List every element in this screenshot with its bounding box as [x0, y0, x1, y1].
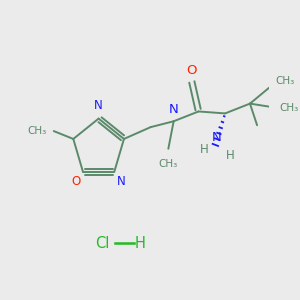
Text: N: N: [117, 175, 126, 188]
Text: N: N: [169, 103, 178, 116]
Text: H: H: [226, 149, 235, 162]
Text: CH₃: CH₃: [159, 159, 178, 169]
Text: CH₃: CH₃: [276, 76, 295, 86]
Text: N: N: [94, 99, 103, 112]
Text: CH₃: CH₃: [27, 126, 47, 136]
Text: H: H: [135, 236, 146, 251]
Text: O: O: [71, 175, 80, 188]
Text: Cl: Cl: [95, 236, 109, 251]
Text: H: H: [200, 143, 208, 156]
Text: CH₃: CH₃: [279, 103, 298, 112]
Text: N: N: [212, 131, 221, 145]
Text: O: O: [186, 64, 197, 77]
